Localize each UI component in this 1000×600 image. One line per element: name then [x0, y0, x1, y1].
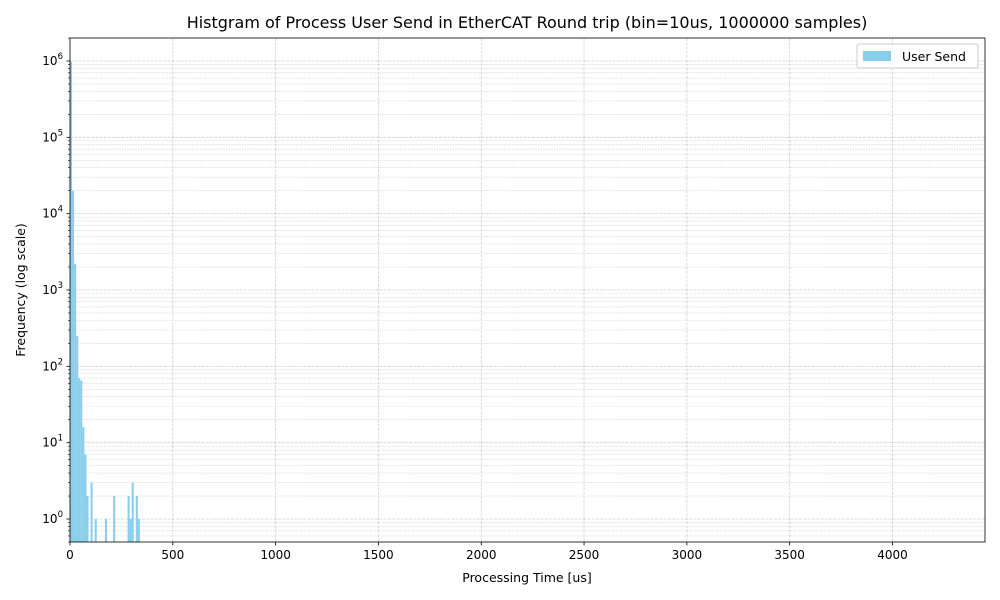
histogram-bar — [86, 496, 89, 542]
histogram-bar — [94, 519, 97, 542]
histogram-bar — [78, 378, 81, 542]
histogram-bar — [90, 482, 93, 542]
legend-frame — [856, 43, 979, 69]
x-tick-label: 1000 — [260, 548, 291, 562]
x-axis-ticks: 0 500 1000 1500 2000 2500 3000 3500 4000 — [66, 542, 908, 562]
y-tick-label: 103 — [42, 281, 63, 297]
histogram-bar — [137, 519, 140, 542]
x-axis-title: Processing Time [us] — [462, 570, 591, 585]
y-tick-label: 102 — [42, 357, 63, 373]
histogram-bar — [131, 482, 134, 542]
y-tick-label: 106 — [42, 52, 63, 68]
histogram-bar — [129, 519, 132, 542]
x-tick-label: 2500 — [569, 548, 600, 562]
histogram-bar — [104, 519, 108, 542]
chart-title: Histgram of Process User Send in EtherCA… — [187, 13, 868, 32]
histogram-bar — [113, 496, 116, 542]
x-tick-label: 500 — [161, 548, 184, 562]
histogram-bar — [76, 335, 79, 542]
histogram-bar — [127, 496, 130, 542]
histogram-bar — [80, 380, 83, 542]
x-tick-label: 3000 — [672, 548, 703, 562]
histogram-bar — [72, 190, 75, 542]
x-tick-label: 2000 — [466, 548, 497, 562]
legend-label: User Send — [902, 49, 966, 64]
x-tick-label: 0 — [66, 548, 74, 562]
y-axis-title: Frequency (log scale) — [13, 223, 28, 357]
histogram-bar — [135, 496, 138, 542]
histogram-bar — [84, 454, 87, 542]
x-tick-label: 4000 — [877, 548, 908, 562]
y-tick-label: 104 — [42, 205, 63, 221]
x-tick-label: 1500 — [363, 548, 394, 562]
histogram-bar — [70, 61, 73, 543]
histogram-bar — [74, 263, 77, 542]
histogram-bars — [70, 61, 140, 543]
grid-lines — [69, 37, 985, 543]
legend: User Send — [856, 43, 979, 69]
y-tick-label: 100 — [42, 510, 63, 526]
legend-swatch — [863, 51, 891, 61]
x-tick-label: 3500 — [774, 548, 805, 562]
y-axis-ticks: 100 101 102 103 104 105 106 — [42, 37, 70, 543]
y-tick-label: 101 — [42, 434, 63, 450]
y-tick-label: 105 — [42, 128, 63, 144]
histogram-bar — [82, 427, 85, 542]
